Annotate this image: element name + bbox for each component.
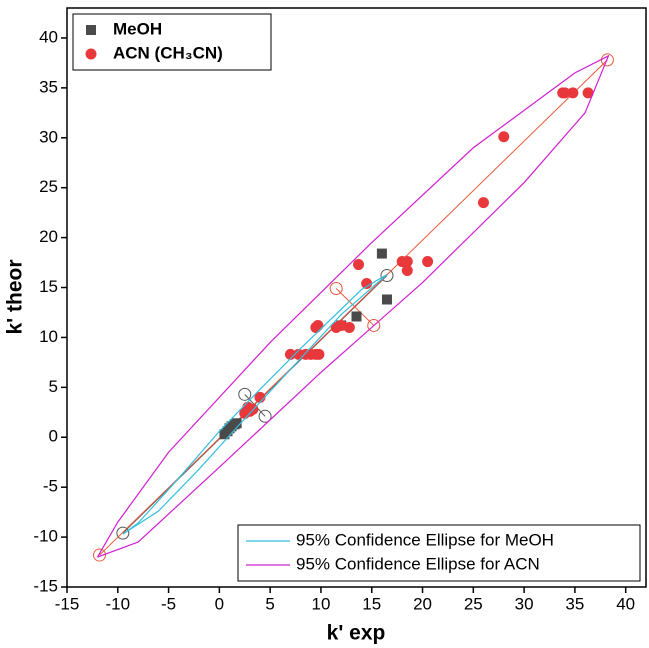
y-axis-title: k' theor xyxy=(4,259,27,334)
axis-end xyxy=(367,318,381,332)
y-tick-label: 30 xyxy=(39,127,58,146)
ellipse xyxy=(96,54,610,558)
point xyxy=(376,248,387,259)
x-tick-label: 20 xyxy=(413,594,432,613)
point xyxy=(361,278,373,290)
point xyxy=(567,87,579,99)
plot-frame xyxy=(66,7,647,588)
x-tick-label: -15 xyxy=(55,594,80,613)
x-tick-label: -5 xyxy=(161,594,176,613)
legend-swatch xyxy=(85,48,97,60)
axis-end xyxy=(380,269,394,283)
y-tick-label: 25 xyxy=(39,177,58,196)
point xyxy=(401,256,413,268)
legend-box xyxy=(72,13,272,71)
point xyxy=(353,259,365,271)
legend-swatch xyxy=(86,25,96,35)
y-tick-label: 15 xyxy=(39,277,58,296)
x-tick-label: -10 xyxy=(106,594,131,613)
y-tick-label: -10 xyxy=(33,527,58,546)
x-tick-label: 40 xyxy=(616,594,635,613)
y-tick-label: 40 xyxy=(39,27,58,46)
y-tick-label: 35 xyxy=(39,77,58,96)
axis-end xyxy=(258,409,272,423)
x-tick-label: 0 xyxy=(215,594,224,613)
x-tick-label: 25 xyxy=(464,594,483,613)
x-axis-title: k' exp xyxy=(327,622,386,645)
point xyxy=(313,348,325,360)
point xyxy=(231,418,242,429)
y-tick-label: 20 xyxy=(39,227,58,246)
axis-end xyxy=(238,387,252,401)
legend-box xyxy=(237,524,641,582)
point xyxy=(559,87,571,99)
point xyxy=(498,131,510,143)
axis-end xyxy=(329,282,343,296)
point xyxy=(343,321,355,333)
point xyxy=(477,197,489,209)
ellipse xyxy=(122,274,388,535)
legend-label: MeOH xyxy=(113,19,162,38)
point xyxy=(422,256,434,268)
y-tick-label: -15 xyxy=(33,576,58,595)
x-tick-label: 5 xyxy=(265,594,274,613)
legend-label: 95% Confidence Ellipse for ACN xyxy=(296,554,540,573)
legend-label: 95% Confidence Ellipse for MeOH xyxy=(296,530,554,549)
ellipse-axis xyxy=(335,288,375,326)
y-tick-label: 10 xyxy=(39,327,58,346)
axis-end xyxy=(116,526,130,540)
y-tick-label: 0 xyxy=(49,427,58,446)
point xyxy=(381,294,392,305)
point xyxy=(351,311,362,322)
point xyxy=(582,87,594,99)
legend-label: ACN (CH₃CN) xyxy=(113,43,223,62)
x-tick-label: 10 xyxy=(311,594,330,613)
axis-end xyxy=(93,548,107,562)
x-tick-label: 35 xyxy=(565,594,584,613)
x-tick-label: 15 xyxy=(362,594,381,613)
point xyxy=(312,319,324,331)
point xyxy=(284,348,296,360)
x-tick-label: 30 xyxy=(515,594,534,613)
point xyxy=(401,265,413,277)
y-tick-label: -5 xyxy=(43,477,58,496)
y-tick-label: 5 xyxy=(49,377,58,396)
